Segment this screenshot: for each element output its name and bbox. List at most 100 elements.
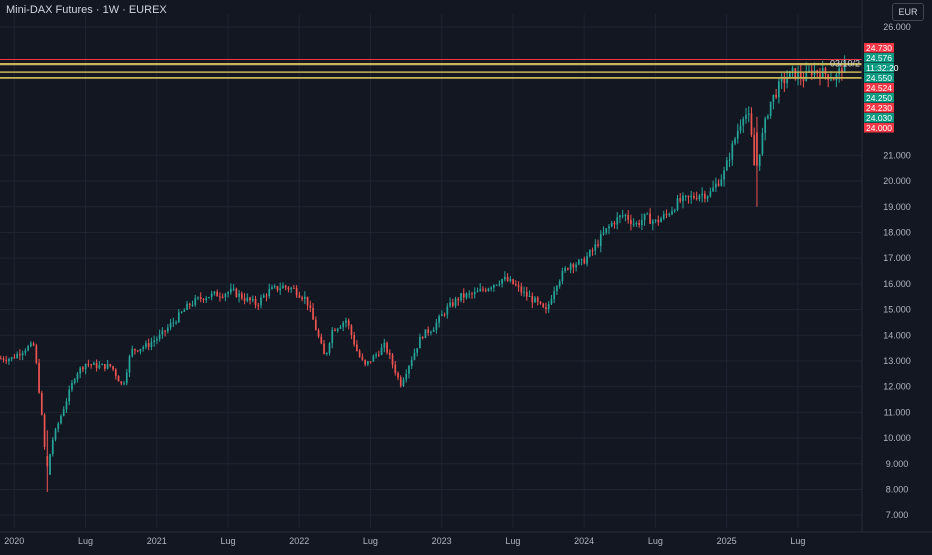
candle	[117, 375, 120, 382]
candle	[720, 174, 723, 187]
x-tick-label: Lug	[648, 536, 663, 546]
candle-body	[438, 316, 440, 323]
candle-body	[424, 329, 427, 339]
candle-body	[547, 304, 550, 310]
candle	[254, 295, 257, 309]
candle	[339, 325, 342, 330]
candle	[158, 329, 161, 342]
candle	[73, 377, 76, 385]
candle	[62, 406, 65, 417]
y-tick-label: 26.000	[883, 22, 911, 32]
candle	[586, 252, 588, 267]
candle	[619, 214, 621, 224]
candle	[249, 296, 251, 305]
price-label-text: 24.000	[866, 123, 892, 133]
y-tick-label: 19.000	[883, 202, 911, 212]
candle-body	[778, 81, 780, 98]
candle-body	[298, 295, 301, 298]
candle-body	[251, 298, 254, 301]
candle	[786, 70, 788, 89]
candle	[421, 336, 424, 340]
candle-body	[514, 284, 517, 286]
price-label-bg	[864, 53, 894, 63]
candle	[660, 216, 662, 223]
price-label-bg	[864, 113, 894, 123]
candle-body	[545, 307, 547, 310]
candle-body	[679, 198, 682, 202]
candle-body	[350, 325, 353, 336]
candle-body	[756, 132, 758, 166]
price-label-bg	[864, 103, 894, 113]
candle	[679, 193, 682, 204]
candle-body	[147, 343, 150, 347]
price-label-text: 24.550	[866, 73, 892, 83]
candle-body	[597, 244, 599, 246]
candle-body	[624, 214, 627, 216]
candle-body	[687, 195, 690, 198]
candle	[21, 350, 24, 361]
price-label: 24.550	[864, 73, 894, 83]
candle	[112, 365, 114, 372]
candle-body	[40, 392, 43, 415]
candle	[736, 123, 739, 144]
candle	[693, 192, 695, 200]
candle	[750, 107, 753, 137]
candle	[194, 294, 197, 308]
candle	[621, 209, 624, 219]
candle-body	[13, 357, 16, 359]
candle-body	[265, 295, 268, 297]
candle	[358, 349, 361, 358]
candle	[498, 280, 501, 287]
candle	[246, 293, 249, 303]
candle-body	[227, 292, 229, 295]
y-tick-label: 13.000	[883, 356, 911, 366]
candle-body	[830, 79, 832, 81]
currency-button[interactable]: EUR	[892, 3, 924, 21]
candle	[208, 296, 210, 299]
price-label: 24.524	[864, 83, 894, 93]
candle	[567, 267, 569, 271]
candle-body	[79, 367, 82, 374]
candle	[76, 371, 79, 383]
candle-body	[610, 222, 613, 227]
candle-body	[717, 183, 720, 186]
candle	[2, 356, 5, 363]
candle-body	[430, 331, 432, 333]
candle-body	[772, 94, 775, 102]
candle-body	[531, 296, 534, 303]
candle	[224, 292, 227, 302]
candle	[312, 302, 314, 320]
candle	[578, 258, 580, 266]
candle-body	[103, 364, 106, 369]
candle-body	[819, 73, 821, 79]
price-label: 24.250	[864, 93, 894, 103]
candle-body	[216, 291, 219, 297]
candle-body	[725, 160, 728, 171]
price-label-text: 24.250	[866, 93, 892, 103]
candle	[413, 348, 416, 361]
candle	[314, 316, 317, 331]
candle	[698, 194, 701, 202]
candle-body	[186, 303, 188, 310]
candle-body	[399, 377, 402, 386]
candle	[780, 73, 783, 89]
candle-body	[684, 195, 687, 197]
candle-body	[235, 288, 238, 297]
candle	[35, 343, 38, 365]
candle	[468, 290, 471, 299]
candle	[402, 377, 405, 387]
candle	[336, 327, 339, 333]
candle-body	[153, 340, 156, 343]
candle	[438, 314, 440, 328]
candle-body	[728, 159, 731, 161]
candle-body	[643, 213, 646, 221]
candle	[550, 295, 553, 306]
candle-body	[473, 292, 476, 295]
candle-body	[605, 228, 608, 233]
candle	[767, 114, 769, 120]
candle-body	[93, 362, 95, 365]
candle-body	[254, 298, 257, 306]
candle	[799, 64, 802, 86]
